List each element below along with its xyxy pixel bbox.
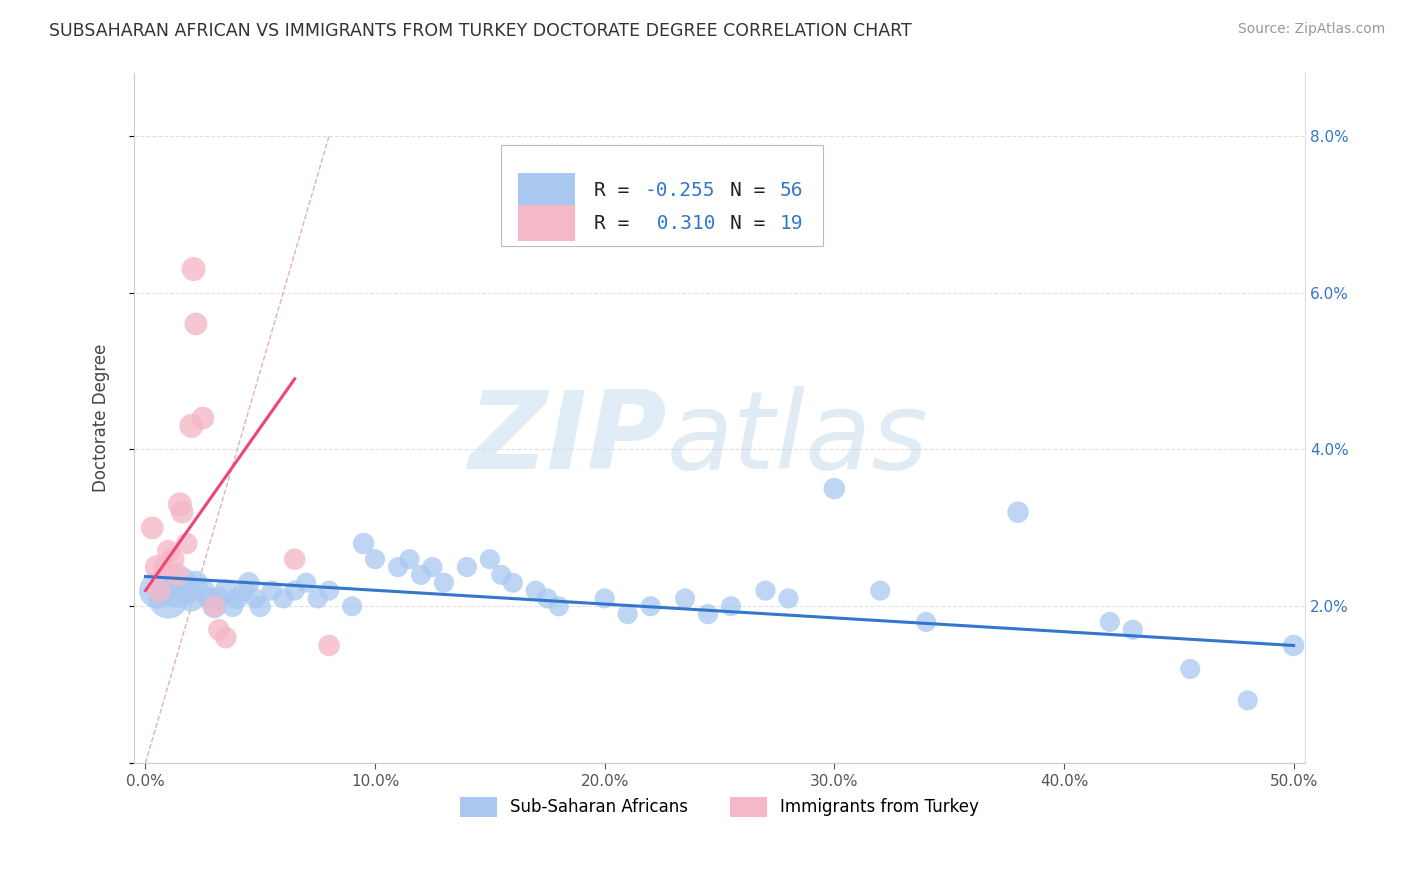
Point [823,482,845,496]
Point [141,521,163,535]
Point [152,560,174,574]
Point [157,591,180,606]
Point [271,591,294,606]
Text: -0.255: -0.255 [644,181,716,201]
Text: R =: R = [595,214,641,233]
Text: ZIP: ZIP [468,385,666,491]
Point [180,591,202,606]
Point [260,583,283,598]
Text: Source: ZipAtlas.com: Source: ZipAtlas.com [1237,22,1385,37]
Point [456,560,478,574]
Point [238,575,260,590]
Point [166,568,188,582]
Point [1122,623,1144,637]
Point [754,583,776,598]
Point [340,599,363,614]
Text: R =: R = [595,181,641,201]
Point [778,591,800,606]
Point [146,560,169,574]
Point [165,583,187,598]
Point [915,615,938,629]
Point [176,583,198,598]
Point [169,497,191,511]
Point [202,599,225,614]
Point [172,575,194,590]
Point [221,599,243,614]
Point [387,560,409,574]
Point [640,599,662,614]
Point [148,583,170,598]
Point [226,591,249,606]
Point [697,607,720,621]
Point [215,631,238,645]
Point [524,583,547,598]
Point [162,552,184,566]
Point [180,418,202,433]
Text: SUBSAHARAN AFRICAN VS IMMIGRANTS FROM TURKEY DOCTORATE DEGREE CORRELATION CHART: SUBSAHARAN AFRICAN VS IMMIGRANTS FROM TU… [49,22,912,40]
Point [191,583,214,598]
Text: atlas: atlas [666,386,929,491]
Point [176,536,198,550]
Point [295,575,318,590]
FancyBboxPatch shape [517,205,575,242]
Point [547,599,569,614]
Point [183,262,205,277]
Point [1236,693,1258,707]
Point [478,552,501,566]
Legend: Sub-Saharan Africans, Immigrants from Turkey: Sub-Saharan Africans, Immigrants from Tu… [454,790,986,824]
Point [172,505,194,519]
Point [284,552,307,566]
Point [364,552,387,566]
Point [249,599,271,614]
Point [536,591,558,606]
FancyBboxPatch shape [517,173,575,209]
Text: 0.310: 0.310 [644,214,716,233]
Point [433,575,456,590]
Point [208,623,231,637]
Point [616,607,638,621]
Text: N =: N = [730,214,778,233]
Point [1007,505,1029,519]
Point [593,591,616,606]
Point [1098,615,1121,629]
Point [318,583,340,598]
Point [353,536,375,550]
Point [157,544,180,558]
Point [720,599,742,614]
Text: 56: 56 [779,181,803,201]
Point [184,575,207,590]
Point [233,583,256,598]
Point [1282,639,1305,653]
Point [184,317,207,331]
Point [208,591,231,606]
Point [191,411,214,425]
Point [307,591,329,606]
Point [318,639,340,653]
Text: 19: 19 [779,214,803,233]
Point [398,552,420,566]
Text: N =: N = [730,181,778,201]
Point [422,560,444,574]
Point [673,591,696,606]
Point [869,583,891,598]
Point [146,583,169,598]
Point [215,583,238,598]
Point [198,591,221,606]
Point [409,568,432,582]
Point [502,575,524,590]
Y-axis label: Doctorate Degree: Doctorate Degree [93,344,110,492]
Point [491,568,513,582]
Point [1180,662,1202,676]
Point [245,591,267,606]
FancyBboxPatch shape [501,145,823,245]
Point [284,583,307,598]
Point [202,599,225,614]
